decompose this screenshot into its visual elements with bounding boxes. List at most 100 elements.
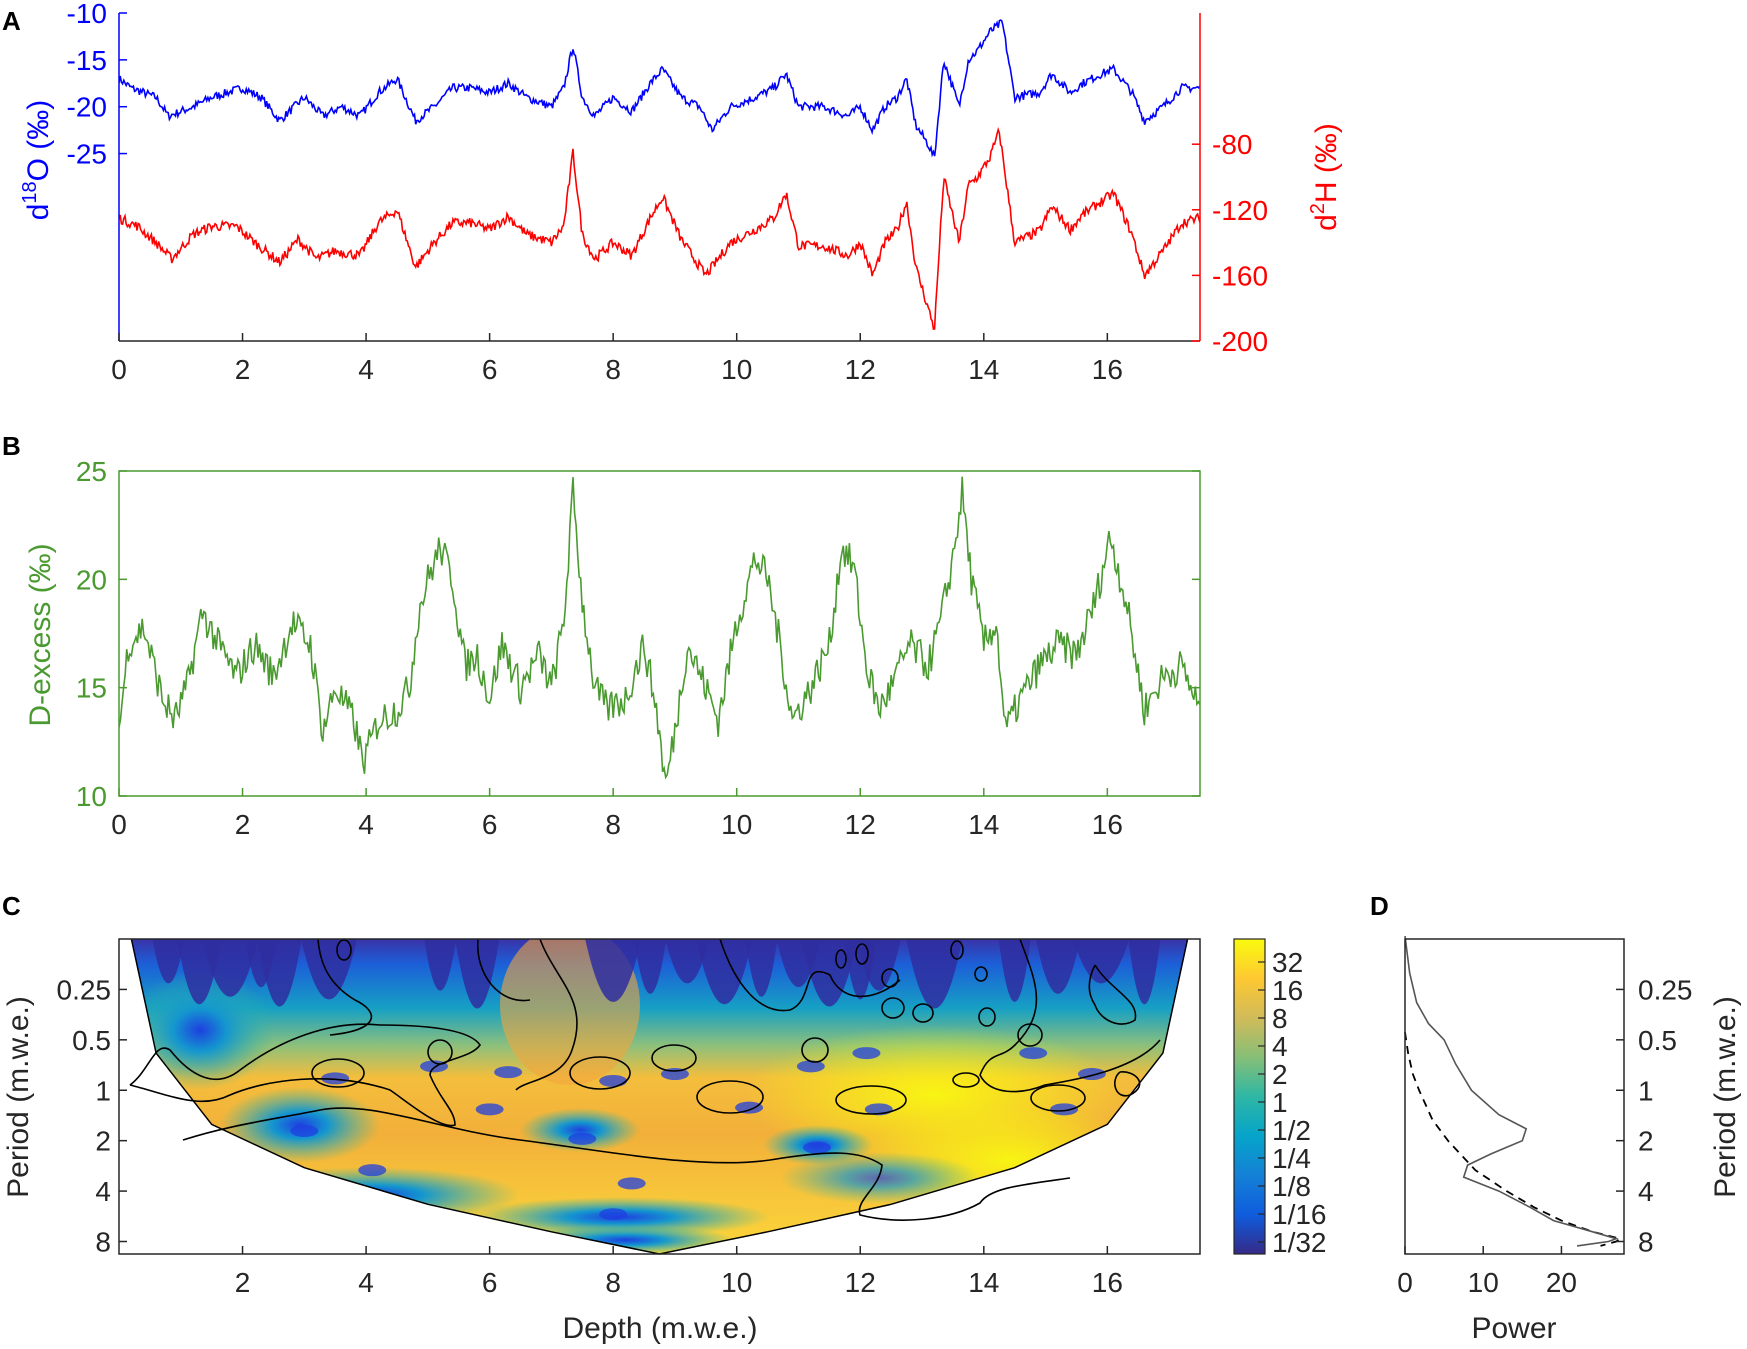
panel-c-xtick-label: 2 [235,1267,251,1298]
colorbar-label: 32 [1272,947,1303,978]
panel-d-ylabel: Period (m.w.e.) [1709,996,1742,1198]
significance-islands [311,939,1086,1115]
panel-c-xtick-label: 16 [1092,1267,1123,1298]
d2h-ytick-label: -160 [1212,260,1268,291]
panel-b-ytick-label: 15 [76,673,107,704]
panel-b-xtick-label: 4 [358,809,374,840]
panel-label-b: B [2,431,21,461]
panel-d-ytick-label: 2 [1638,1126,1654,1157]
panel-c-xtick-label: 12 [845,1267,876,1298]
low-power-spike [998,939,1031,1002]
low-power-spike [301,939,358,1000]
d2h-ytick-label: -200 [1212,326,1268,357]
low-power-spot [599,1208,628,1221]
panel-c-xlabel: Depth (m.w.e.) [562,1312,757,1345]
panel-c-ylabel: Period (m.w.e.) [2,996,35,1198]
colorbar-label: 1/4 [1272,1143,1311,1174]
d2h-axis-label: d2H (‰) [1307,123,1343,231]
d18o-axis-label: d18O (‰) [19,100,55,221]
panel-d-ytick-label: 0.25 [1638,974,1693,1005]
panel-b-xtick-label: 8 [605,809,621,840]
low-power-spike [455,939,500,1009]
panel-c-ytick-label: 4 [95,1176,111,1207]
colorbar-label: 1/16 [1272,1199,1327,1230]
low-power-spot [321,1072,350,1085]
panel-a-xtick-label: 14 [968,354,999,385]
low-power-region [220,1087,380,1163]
low-power-spot [735,1101,764,1114]
global-wavelet-line [1404,935,1619,1247]
low-power-spike [1035,939,1080,994]
low-power-spot [803,1141,832,1154]
panel-label-a: A [2,6,21,36]
panel-a-xtick-label: 2 [235,354,251,385]
colorbar-label: 1 [1272,1087,1288,1118]
low-power-spike [665,939,710,984]
colorbar-label: 16 [1272,975,1303,1006]
low-power-spot [617,1177,646,1190]
panel-b-ytick-label: 20 [76,564,107,595]
panel-b-xtick-label: 16 [1092,809,1123,840]
low-power-spot [599,1074,628,1087]
panel-c-xtick-label: 10 [721,1267,752,1298]
panel-d-xtick-label: 10 [1468,1267,1499,1298]
low-power-region [131,970,275,1090]
low-power-region [520,1108,640,1152]
panel-b-xtick-label: 14 [968,809,999,840]
colorbar [1233,938,1266,1255]
low-power-spike [1073,939,1130,984]
panel-c-ytick-label: 2 [95,1126,111,1157]
panel-b-xtick-label: 6 [482,809,498,840]
panel-a-ticks: 0 2 4 6 8 10 12 14 16 -10 -15 -20 -25 -80 -120 -160 -200 [67,0,1269,385]
panel-b-ytick-label: 10 [76,781,107,812]
panel-c-xtick-label: 14 [968,1267,999,1298]
panel-b-xtick-label: 10 [721,809,752,840]
panel-d-ytick-label: 0.5 [1638,1025,1677,1056]
low-power-spots [290,1047,1106,1221]
panel-a-series [119,19,1200,331]
panel-b-xtick-label: 12 [845,809,876,840]
low-power-spot [1050,1103,1079,1116]
low-power-region [780,1152,980,1204]
d18o-line [119,19,1200,158]
low-power-spike [745,939,778,997]
panel-b-frame [118,470,1201,797]
colorbar-label: 4 [1272,1031,1288,1062]
panel-b-ticks: 0 2 4 6 8 10 12 14 16 10 15 20 25 [76,456,1200,840]
panel-label-c: C [2,891,21,921]
panel-c-xtick-label: 8 [605,1267,621,1298]
panel-c-ytick-label: 1 [95,1075,111,1106]
low-power-spot [290,1124,319,1137]
dexcess-line [119,476,1200,780]
low-power-spot [1019,1047,1048,1060]
low-power-spot [568,1132,597,1145]
panel-a-xtick-label: 4 [358,354,374,385]
d18o-ytick-label: -20 [67,92,107,123]
low-power-spike [585,939,642,1002]
panel-a-xtick-label: 0 [111,354,127,385]
colorbar-label: 1/32 [1272,1227,1327,1258]
colorbar-label: 1/8 [1272,1171,1311,1202]
panel-a-xtick-label: 10 [721,354,752,385]
d2h-ytick-label: -120 [1212,195,1268,226]
low-power-spike [801,939,858,1007]
panel-c-xtick-label: 4 [358,1267,374,1298]
low-power-spike [257,939,302,1007]
low-power-spike [634,939,667,994]
panel-c-ytick-label: 0.25 [57,974,112,1005]
panel-d: 0 10 20 0.25 0.5 1 2 4 8 Power Period (m.w.e.) [1397,935,1742,1345]
low-power-spike [152,939,185,984]
colorbar-label: 8 [1272,1003,1288,1034]
panel-d-frame [1404,938,1625,1255]
panel-label-d: D [1370,891,1389,921]
low-power-spot [852,1047,881,1060]
low-power-region [515,1225,735,1254]
low-power-spike [696,939,753,1005]
panel-a: 0 2 4 6 8 10 12 14 16 -10 -15 -20 -25 -80 -120 -160 -200… [19,0,1343,385]
d2h-line [119,126,1200,331]
panel-d-ytick-label: 8 [1638,1227,1654,1258]
panel-c-xtick-label: 6 [482,1267,498,1298]
